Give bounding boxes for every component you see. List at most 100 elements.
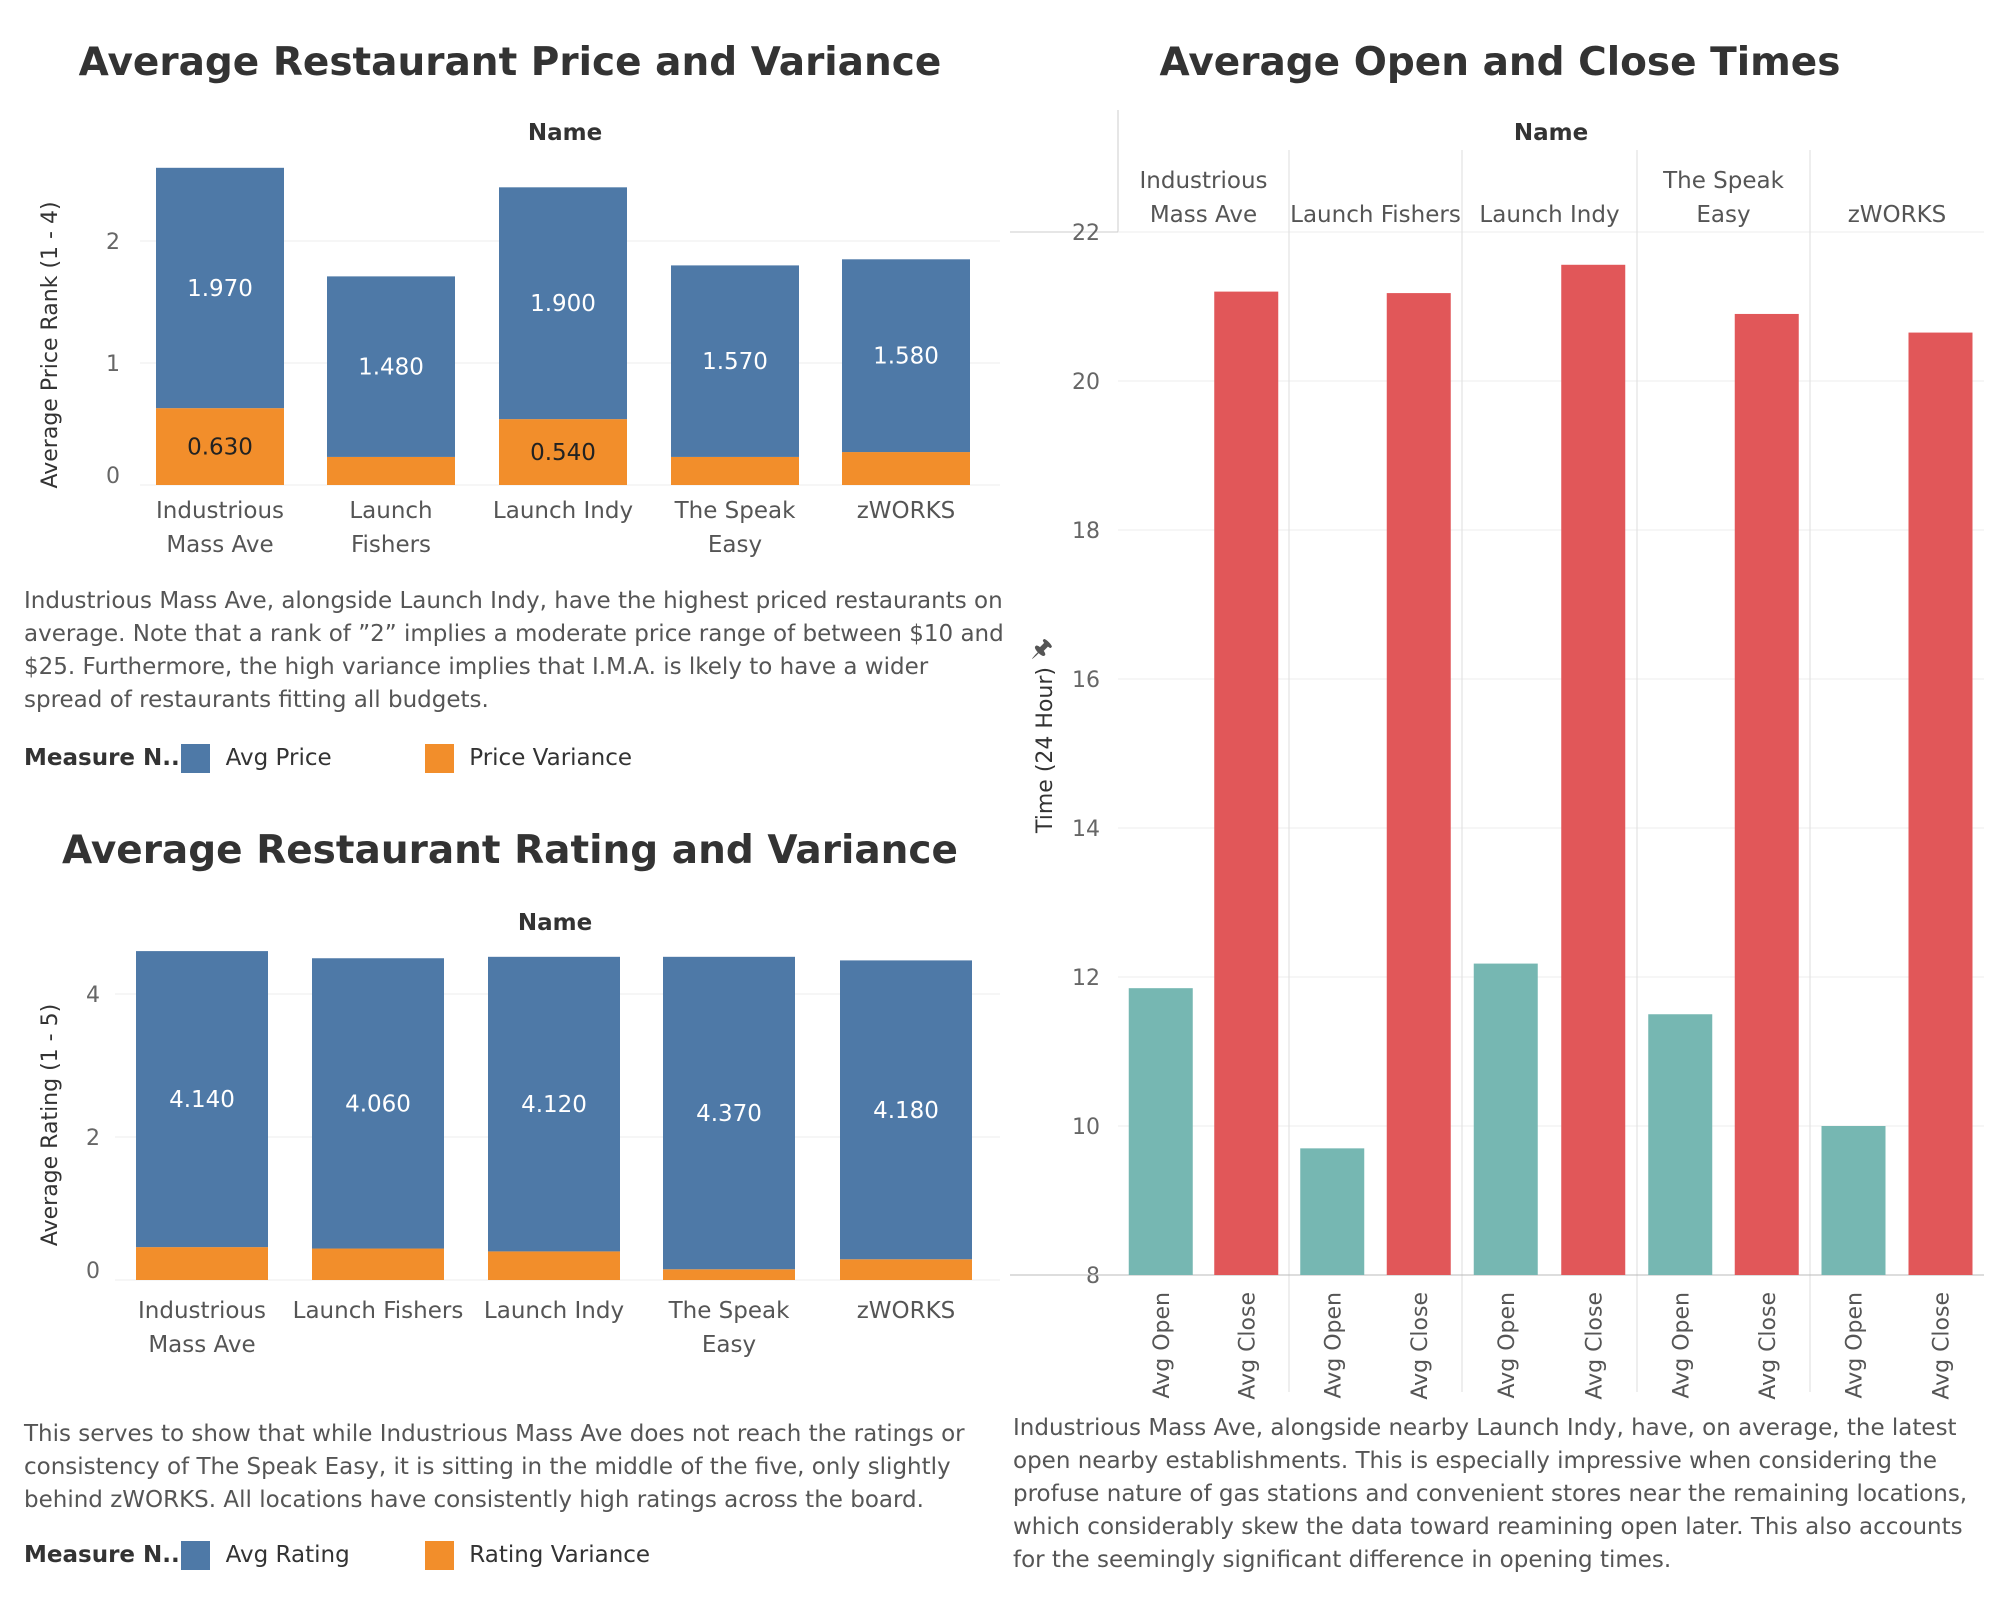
x-category-label: Easy — [1696, 202, 1750, 228]
bar-avg-open — [1821, 1126, 1886, 1275]
y-tick-label: 0 — [106, 464, 120, 489]
data-label-avg-rating: 4.180 — [873, 1098, 939, 1124]
price-variance-swatch — [424, 744, 454, 773]
x-category-label: Industrious — [1139, 168, 1267, 194]
y-tick-label: 8 — [1086, 1264, 1100, 1289]
x-category-label: Launch Fishers — [1290, 202, 1461, 228]
x-header-label: Name — [528, 120, 602, 146]
times-chart-title: Average Open and Close Times — [1159, 40, 1841, 85]
bar-avg-close — [1734, 313, 1799, 1275]
bar-avg-close — [1908, 332, 1973, 1275]
x-subcategory-label: Avg Open — [1495, 1292, 1520, 1399]
avg-rating-swatch — [181, 1541, 211, 1570]
bar-price-variance — [499, 419, 627, 485]
x-header-label: Name — [518, 910, 592, 936]
y-tick-label: 10 — [1072, 1115, 1100, 1140]
bar-price-variance — [327, 456, 455, 485]
bar-avg-rating — [488, 956, 620, 1252]
times-note: Industrious Mass Ave, alongside nearby L… — [1013, 1415, 1968, 1573]
x-category-label: Fishers — [351, 532, 431, 558]
bar-avg-open — [1300, 1148, 1365, 1275]
bar-rating-variance — [488, 1251, 620, 1280]
x-category-label: The Speak — [1662, 168, 1785, 194]
x-category-label: The Speak — [668, 1298, 791, 1324]
bar-rating-variance — [136, 1247, 268, 1280]
price-chart: Name 0 1 2 Average Price Rank (1 - 4) 0.630 1.… — [38, 120, 1000, 558]
bar-avg-rating — [840, 960, 972, 1260]
data-label-avg-rating: 4.140 — [169, 1087, 235, 1113]
bar-avg-price — [842, 259, 970, 453]
x-category-label: zWORKS — [857, 498, 956, 524]
pin-icon: 🖈 — [1031, 634, 1053, 662]
bar-avg-rating — [312, 958, 444, 1249]
data-label-avg-price: 1.580 — [873, 344, 939, 370]
bar-avg-price — [671, 265, 799, 457]
data-label-price-variance: 0.630 — [187, 435, 253, 461]
y-axis-label: Time (24 Hour) — [1033, 667, 1058, 834]
y-tick-label: 4 — [86, 983, 100, 1008]
bar-avg-price — [327, 276, 455, 457]
bar-avg-open — [1648, 1014, 1713, 1275]
x-subcategory-label: Avg Close — [1408, 1292, 1433, 1400]
x-subcategory-label: Avg Close — [1235, 1292, 1260, 1400]
times-chart: Name 8 10 12 14 16 18 20 22 Time (24 Hour) 🖈 Indust… — [1010, 110, 1984, 1400]
x-category-label: Launch Indy — [1479, 202, 1619, 228]
x-category-label: Launch Indy — [484, 1298, 624, 1324]
x-subcategory-label: Avg Close — [1582, 1292, 1607, 1400]
x-subcategory-label: Avg Open — [1321, 1292, 1346, 1399]
x-category-label: Launch Indy — [493, 498, 633, 524]
bar-rating-variance — [663, 1269, 795, 1280]
x-category-label: Industrious — [156, 498, 284, 524]
x-category-label: Mass Ave — [1150, 202, 1257, 228]
price-variance-legend-label: Price Variance — [469, 745, 633, 771]
x-category-label: Mass Ave — [148, 1332, 255, 1358]
x-category-label: Easy — [702, 1332, 756, 1358]
avg-rating-legend-label: Avg Rating — [225, 1542, 350, 1568]
price-legend: Measure N.. Avg Price Price Variance — [24, 744, 632, 773]
x-category-label: zWORKS — [1848, 202, 1947, 228]
y-tick-label: 2 — [86, 1126, 100, 1151]
x-subcategory-label: Avg Open — [1669, 1292, 1694, 1399]
x-category-label: Launch Fishers — [293, 1298, 464, 1324]
data-label-price-variance: 0.540 — [530, 440, 596, 466]
y-tick-label: 16 — [1072, 668, 1100, 693]
bar-rating-variance — [312, 1248, 444, 1280]
x-category-label: Industrious — [138, 1298, 266, 1324]
bar-avg-price — [499, 187, 627, 420]
avg-price-legend-label: Avg Price — [225, 745, 332, 771]
bar-avg-rating — [136, 951, 268, 1248]
x-category-label: Mass Ave — [166, 532, 273, 558]
x-category-label: Launch — [349, 498, 432, 524]
price-chart-title: Average Restaurant Price and Variance — [78, 40, 942, 85]
x-category-label: zWORKS — [857, 1298, 956, 1324]
bar-avg-close — [1214, 291, 1279, 1276]
y-tick-label: 20 — [1072, 370, 1100, 395]
rating-chart: Name 0 2 4 Average Rating (1 - 5) 4.140 Indust… — [38, 910, 1000, 1358]
data-label-avg-rating: 4.060 — [345, 1091, 411, 1117]
price-legend-title: Measure N.. — [24, 745, 180, 771]
y-tick-label: 0 — [86, 1259, 100, 1284]
bar-price-variance — [156, 408, 284, 485]
bar-avg-open — [1473, 963, 1538, 1275]
bar-avg-close — [1386, 293, 1451, 1276]
rating-chart-title: Average Restaurant Rating and Variance — [62, 828, 958, 873]
bar-price-variance — [671, 456, 799, 485]
x-subcategory-label: Avg Open — [1843, 1292, 1868, 1399]
price-note: Industrious Mass Ave, alongside Launch I… — [24, 588, 1004, 713]
avg-price-swatch — [181, 744, 211, 773]
rating-legend-title: Measure N.. — [24, 1542, 180, 1568]
rating-variance-swatch — [424, 1541, 454, 1570]
rating-legend: Measure N.. Avg Rating Rating Variance — [24, 1541, 650, 1570]
y-tick-label: 12 — [1072, 966, 1100, 991]
bar-avg-price — [156, 167, 284, 409]
rating-variance-legend-label: Rating Variance — [469, 1542, 651, 1568]
data-label-avg-price: 1.900 — [530, 291, 596, 317]
bar-avg-close — [1561, 264, 1626, 1275]
bar-rating-variance — [840, 1259, 972, 1280]
x-header-label: Name — [1514, 120, 1588, 146]
bar-price-variance — [842, 452, 970, 485]
y-tick-label: 1 — [106, 352, 120, 377]
x-subcategory-label: Avg Close — [1756, 1292, 1781, 1400]
bar-avg-open — [1128, 988, 1193, 1275]
rating-note: This serves to show that while Industrio… — [24, 1421, 965, 1513]
